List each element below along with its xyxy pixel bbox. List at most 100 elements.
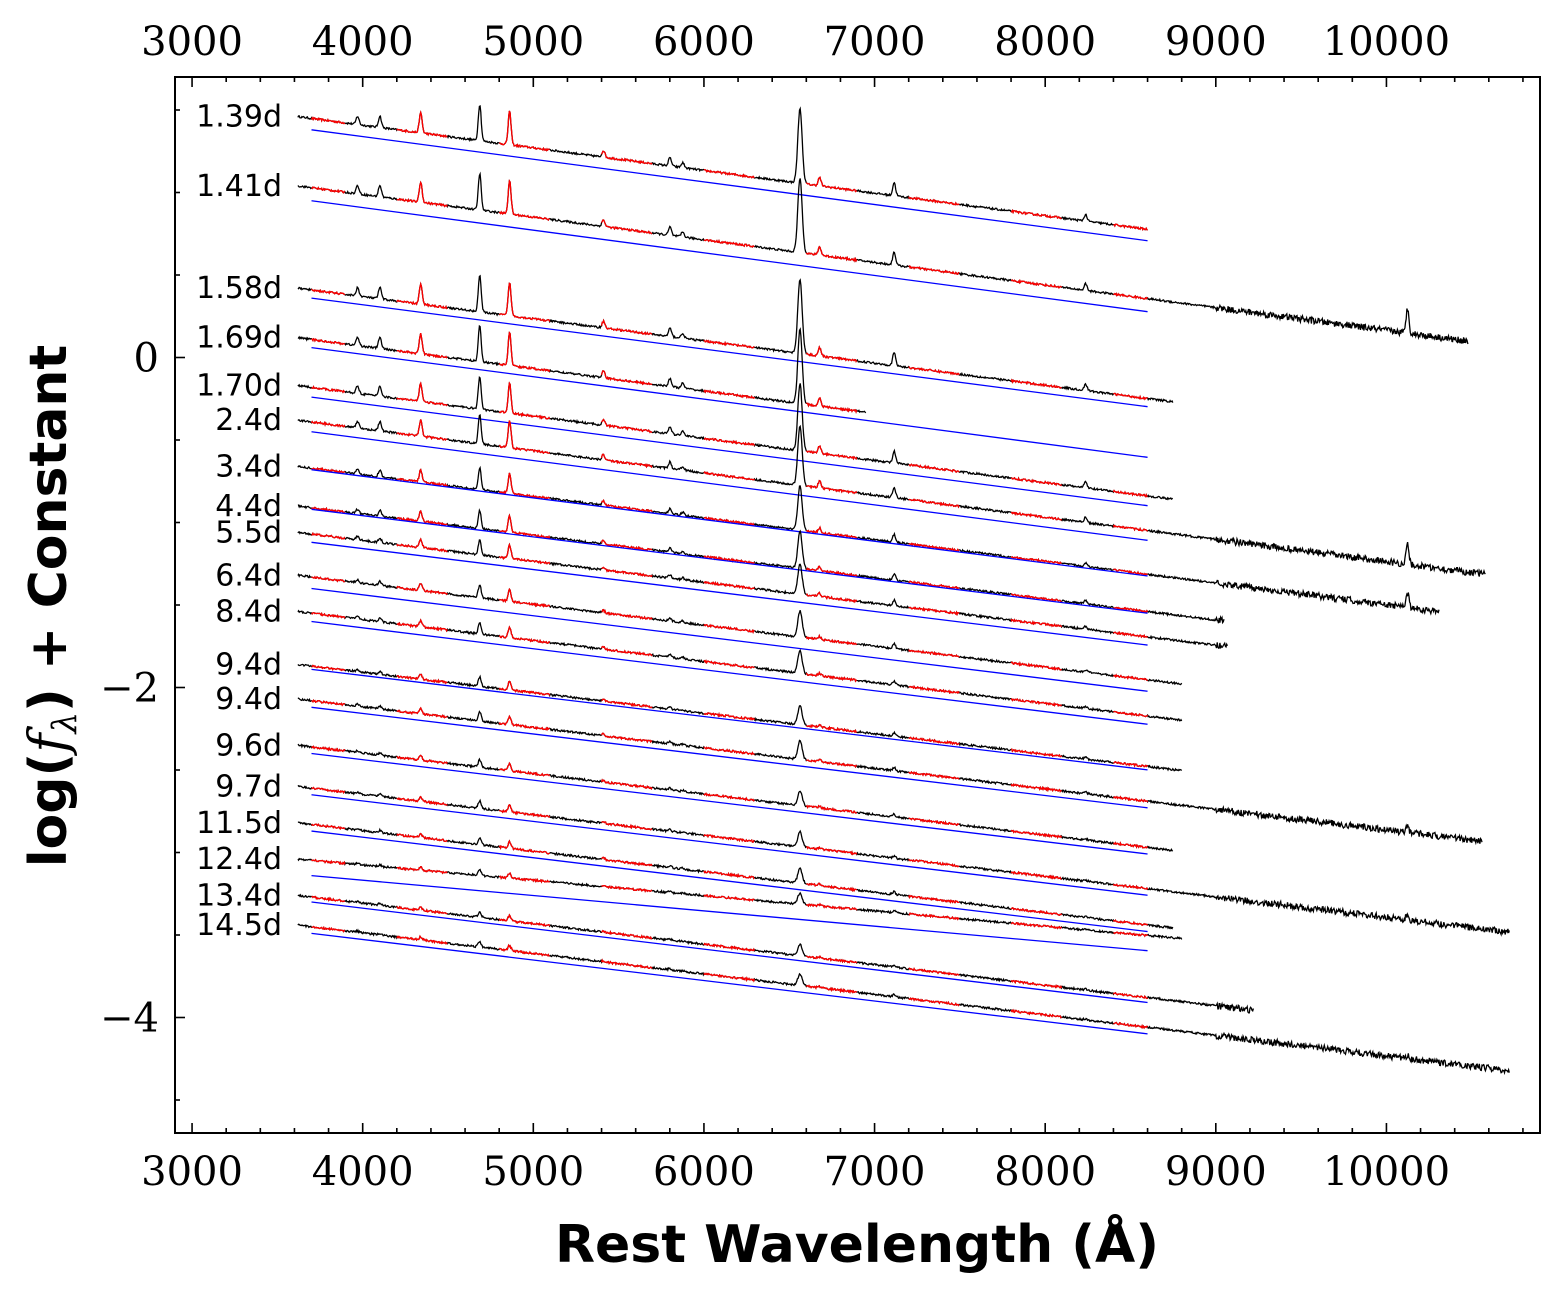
spectrum-line — [297, 464, 1440, 616]
blackbody-fit-line — [311, 396, 1148, 507]
x-tick-label-top: 9000 — [1165, 19, 1267, 65]
spectrum-line — [297, 923, 1510, 1076]
y-axis-title-subscript: λ — [45, 712, 85, 736]
blackbody-fit-line — [311, 668, 1148, 771]
x-tick-label-top: 4000 — [312, 19, 414, 65]
spectrum-18 — [297, 893, 1255, 1014]
spectrum-17 — [297, 857, 1183, 952]
blackbody-fit-line — [311, 431, 1148, 541]
fit-region-line — [311, 699, 1149, 803]
epoch-label: 4.4d — [215, 489, 282, 524]
plot-frame — [174, 76, 1541, 1134]
x-tick-label-bottom: 5000 — [482, 1149, 584, 1195]
spectrum-line — [297, 324, 867, 414]
y-tick-label: −4 — [100, 996, 159, 1042]
blackbody-fit-line — [311, 469, 1148, 577]
x-tick-label-top: 10000 — [1323, 19, 1450, 65]
axis-ticks: 3000 3000 4000 4000 5000 5000 6000 6000 7000 7000… — [100, 19, 1524, 1195]
fit-region-line — [311, 745, 1149, 849]
blackbody-fit-line — [311, 706, 1148, 809]
epoch-label: 9.4d — [215, 682, 282, 717]
epoch-label: 1.69d — [196, 321, 282, 356]
fit-region-line — [310, 419, 1148, 532]
blackbody-fit-line — [311, 346, 1148, 458]
spectrum-1 — [297, 104, 1148, 242]
spectrum-15 — [297, 784, 1510, 937]
spectrum-5 — [297, 375, 1174, 507]
fit-region-line — [311, 506, 1149, 613]
x-tick-label-top: 7000 — [824, 19, 926, 65]
x-tick-label-bottom: 10000 — [1323, 1149, 1450, 1195]
spectrum-11 — [297, 609, 1183, 725]
y-axis-title: log(fλ) + Constant — [19, 345, 85, 868]
spectrum-19 — [297, 923, 1510, 1076]
x-tick-label-bottom: 6000 — [653, 1149, 755, 1195]
spectrum-line — [297, 375, 1174, 501]
spectrum-13 — [297, 697, 1483, 846]
blackbody-fit-line — [311, 297, 1148, 408]
spectrum-line — [297, 414, 1486, 577]
blackbody-fit-line — [311, 200, 1148, 313]
epoch-label: 1.39d — [196, 100, 282, 135]
epoch-label: 5.5d — [215, 515, 282, 550]
blackbody-fit-line — [311, 874, 1148, 952]
blackbody-fit-line — [311, 587, 1148, 692]
fit-region-line — [311, 179, 1148, 300]
epoch-label: 2.4d — [215, 403, 282, 438]
x-tick-label-bottom: 9000 — [1165, 1149, 1267, 1195]
spectrum-9 — [297, 530, 1228, 650]
epoch-label: 12.4d — [196, 842, 282, 877]
fit-region-line — [311, 281, 1148, 401]
blackbody-fit-line — [311, 508, 1148, 614]
spectrum-line — [297, 504, 1225, 625]
blackbody-fit-line — [311, 830, 1148, 933]
blackbody-fit-line — [311, 901, 1148, 1004]
spectrum-line — [297, 171, 1469, 345]
spectrum-3 — [297, 274, 1174, 408]
y-axis-title-suffix: ) + Constant — [19, 345, 79, 712]
epoch-label: 1.70d — [196, 369, 282, 404]
blackbody-fit-line — [311, 620, 1148, 725]
plot-area — [297, 104, 1510, 1076]
spectrum-2 — [297, 171, 1469, 345]
spectrum-8 — [297, 504, 1225, 625]
blackbody-fit-line — [311, 541, 1148, 646]
x-tick-label-bottom: 3000 — [141, 1149, 243, 1195]
fit-region-line — [311, 611, 1149, 718]
fit-region-line — [311, 925, 1148, 1030]
fit-region-line — [311, 531, 1148, 639]
fit-region-line — [311, 381, 1148, 498]
x-tick-label-bottom: 8000 — [994, 1149, 1096, 1195]
x-tick-label-top: 6000 — [653, 19, 755, 65]
spectrum-line — [297, 893, 1255, 1014]
fit-region-line — [311, 858, 1148, 938]
epoch-label: 13.4d — [196, 878, 282, 913]
x-axis-title: Rest Wavelength (Å) — [555, 1214, 1159, 1275]
spectrum-16 — [297, 821, 1174, 933]
epoch-label: 1.41d — [196, 169, 282, 204]
epoch-label: 11.5d — [196, 806, 282, 841]
epoch-label: 6.4d — [215, 558, 282, 593]
x-tick-label-top: 5000 — [482, 19, 584, 65]
spectrum-line — [297, 697, 1483, 846]
x-tick-label-top: 8000 — [994, 19, 1096, 65]
spectrum-12 — [297, 663, 1183, 772]
fit-region-line — [311, 575, 1148, 681]
epoch-label: 1.58d — [196, 271, 282, 306]
fit-region-line — [311, 664, 1148, 768]
blackbody-fit-line — [311, 932, 1148, 1035]
y-axis-title-prefix: log( — [19, 753, 79, 868]
y-tick-label: −2 — [100, 666, 159, 712]
spectrum-7 — [297, 464, 1440, 616]
spectrum-14 — [297, 743, 1174, 855]
y-tick-label: 0 — [134, 336, 159, 382]
fit-region-line — [311, 331, 858, 414]
spectrum-line — [297, 530, 1228, 650]
spectrum-10 — [297, 572, 1183, 692]
epoch-label: 9.6d — [215, 728, 282, 763]
spectrum-4 — [297, 324, 1148, 458]
blackbody-fit-line — [311, 129, 1148, 242]
epoch-label: 8.4d — [215, 595, 282, 630]
